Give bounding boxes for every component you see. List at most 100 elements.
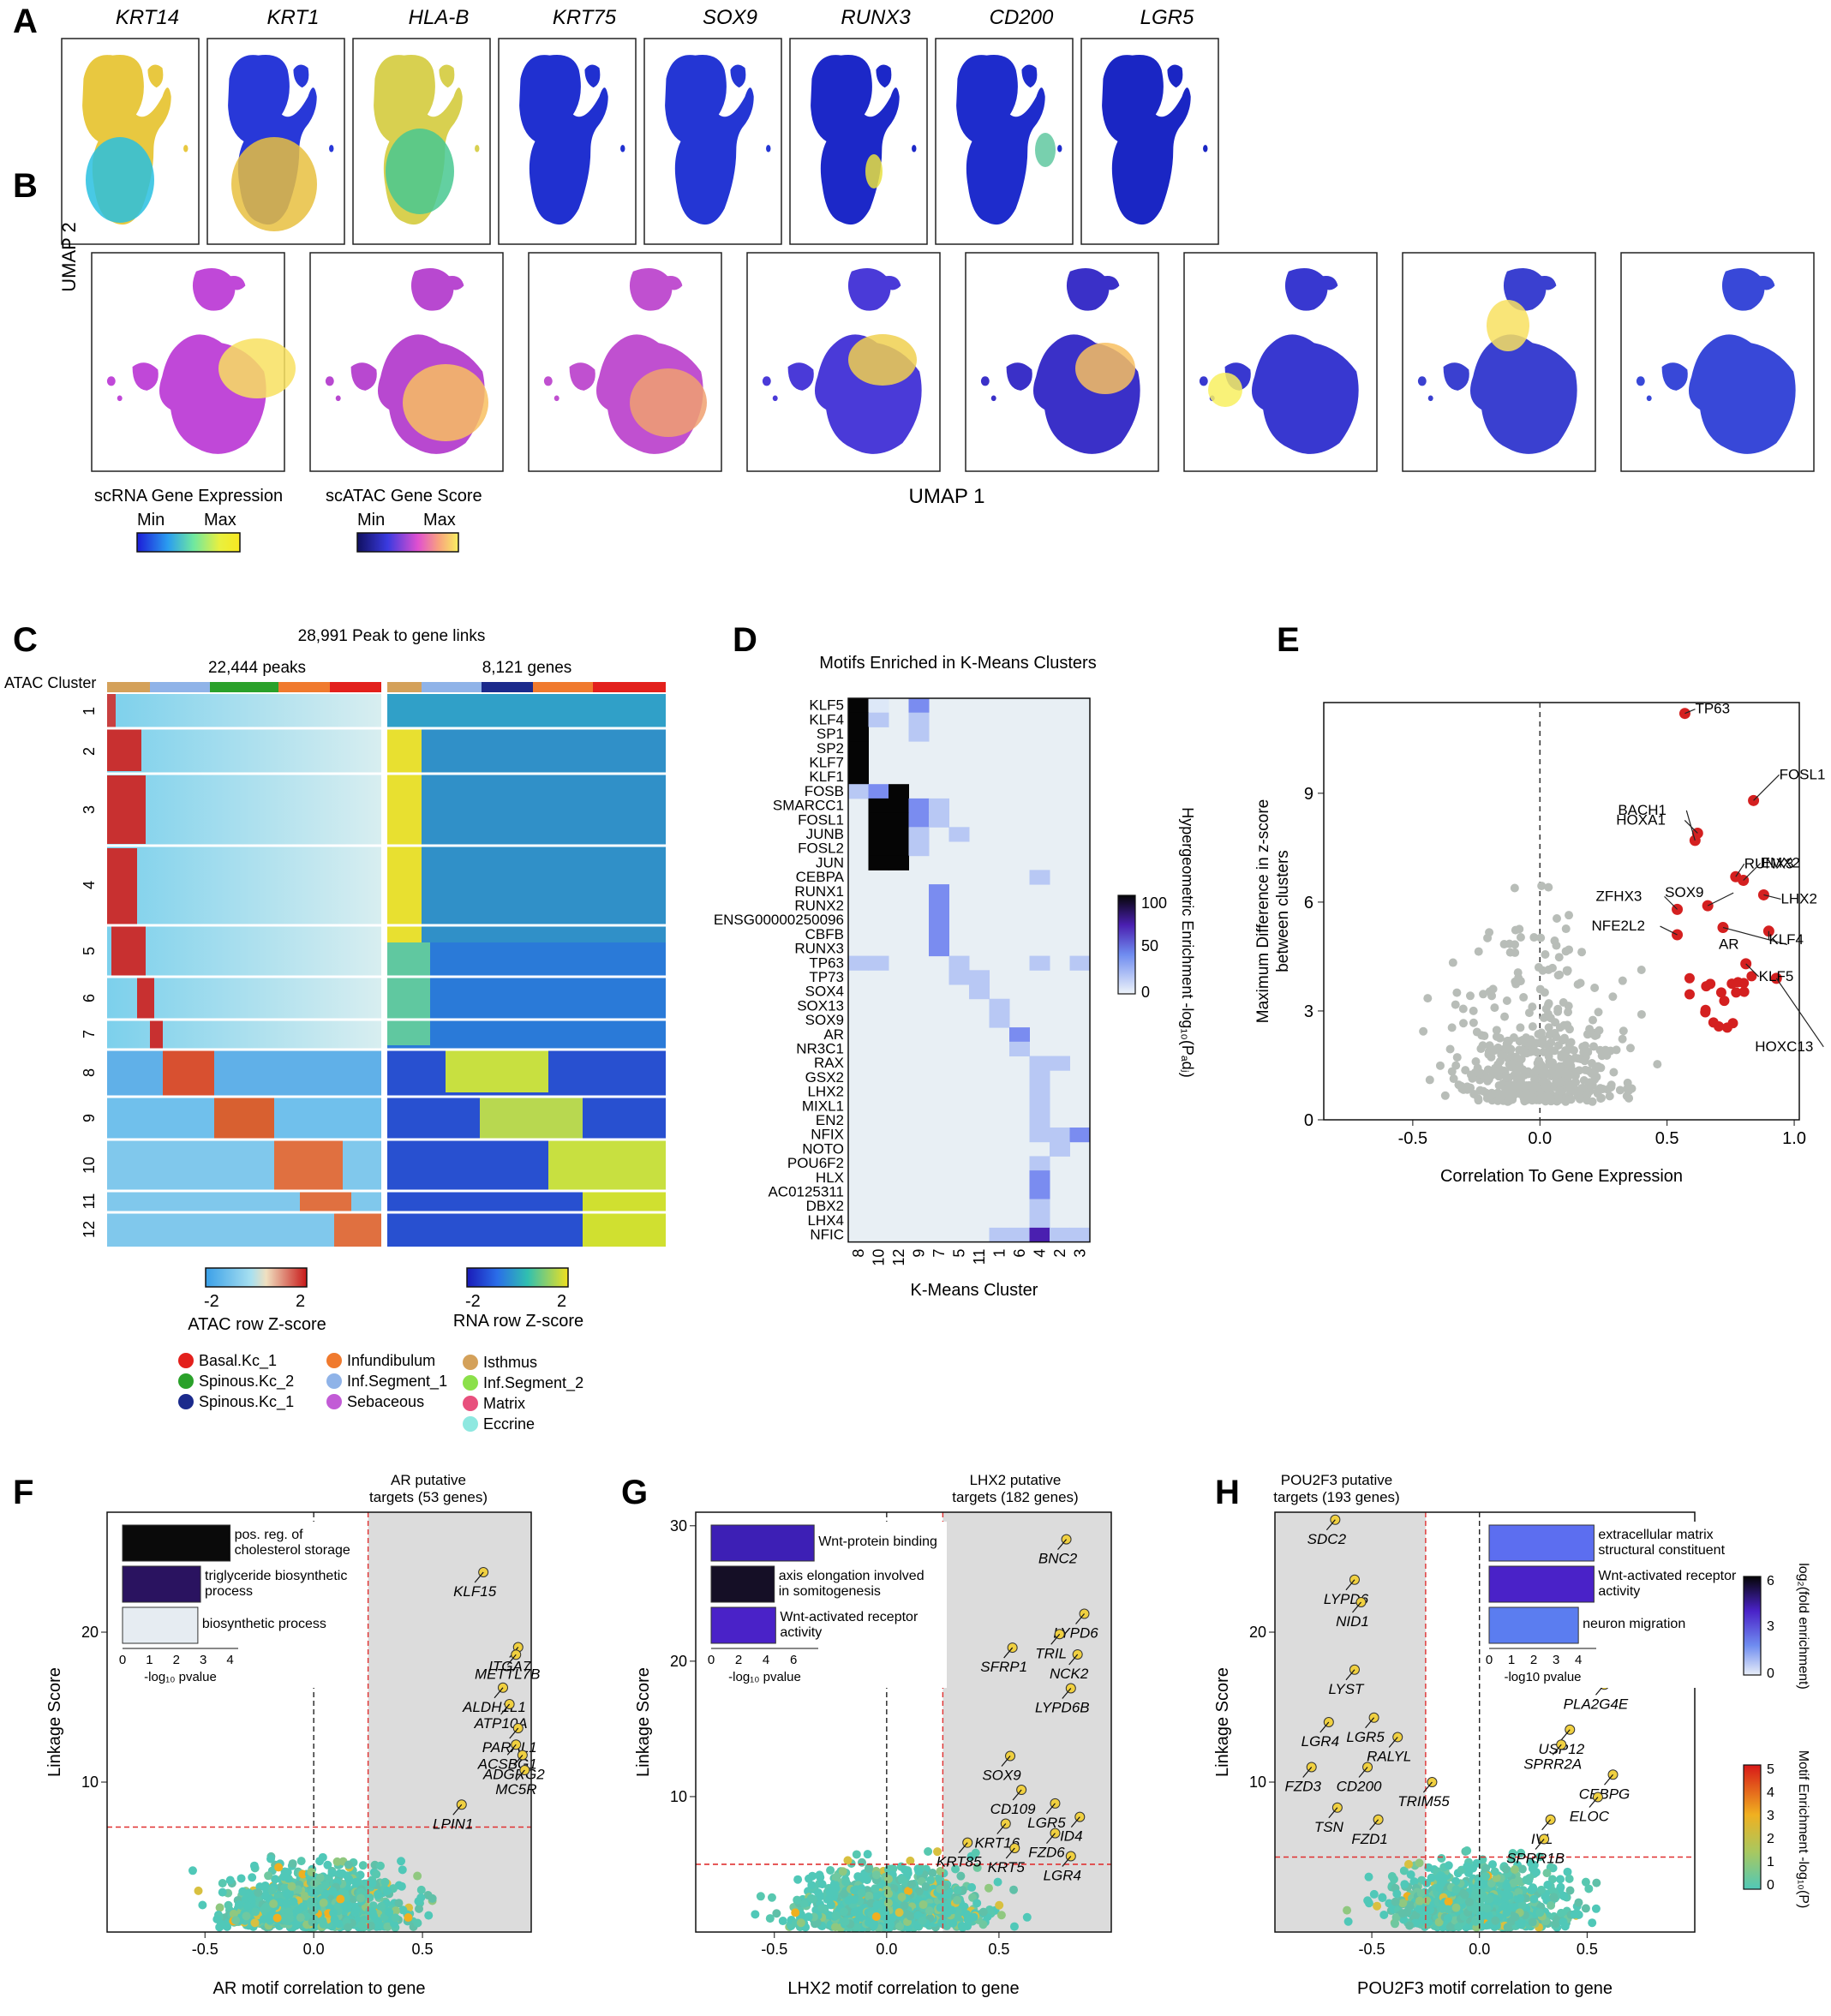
gene-point xyxy=(260,1881,270,1890)
heatmap-cell xyxy=(889,827,909,842)
plot-title: LHX2 putative xyxy=(970,1472,1062,1488)
motif-point-hi xyxy=(1727,1018,1738,1029)
gene-point xyxy=(1445,1923,1455,1932)
go-axis-tick: 2 xyxy=(173,1653,180,1667)
heatmap-cell xyxy=(868,812,889,828)
label-leader xyxy=(1775,978,1824,1048)
motif-point xyxy=(1502,996,1511,1006)
umap-y-label: UMAP 2 xyxy=(58,222,80,292)
label-leader xyxy=(1552,1744,1562,1756)
panel-d-title: Motifs Enriched in K-Means Clusters xyxy=(819,654,1096,673)
gene-point xyxy=(1444,1861,1453,1870)
x-tick-label: 0.0 xyxy=(1528,1129,1552,1148)
motif-label: SMARCC1 xyxy=(773,798,844,814)
motif-label: KLF5 xyxy=(1759,968,1794,984)
umap-a-5: SOX9 xyxy=(643,6,782,245)
motif-point xyxy=(1468,1074,1477,1083)
motif-point xyxy=(1457,1081,1466,1091)
gene-point xyxy=(380,1877,390,1887)
x-tick-label: 0.5 xyxy=(988,1941,1009,1958)
gene-point xyxy=(1426,1905,1435,1915)
kmeans-cluster-labels: 8 10 12 9 7 5 11 1 6 4 2 3 xyxy=(850,1249,1089,1266)
gene-point xyxy=(1542,1869,1552,1878)
umap-b-7 xyxy=(1402,252,1596,472)
gene-point xyxy=(903,1866,913,1875)
heatmap-cell xyxy=(1050,1141,1070,1157)
gene-point xyxy=(807,1881,817,1890)
go-term-label: Wnt-activated receptor xyxy=(780,1610,918,1624)
heatmap-cell xyxy=(908,841,930,857)
label-leader xyxy=(1352,1601,1361,1613)
gene-label: NCK2 xyxy=(1050,1666,1089,1682)
gene-point xyxy=(374,1921,384,1930)
gene-point xyxy=(1535,1852,1545,1862)
gene-point xyxy=(935,1874,944,1883)
gene-point xyxy=(1517,1900,1527,1910)
y-tick-label: 10 xyxy=(81,1774,99,1791)
go-term-label: extracellular matrix xyxy=(1598,1528,1713,1542)
gene-point xyxy=(428,1893,437,1903)
gene-label: FZD6 xyxy=(1028,1845,1065,1861)
umap-x-label: UMAP 1 xyxy=(909,485,985,508)
motif-point xyxy=(1452,988,1462,997)
label-leader xyxy=(1319,1721,1330,1733)
atac-z-max: 2 xyxy=(296,1292,305,1311)
panel-d-xlabel: K-Means Cluster xyxy=(911,1281,1038,1300)
gene-point xyxy=(344,1874,354,1883)
heatmap-cell xyxy=(1029,870,1050,885)
heatmap-cell xyxy=(1009,1027,1030,1043)
label-leader xyxy=(1685,810,1696,841)
cluster-label: 8 xyxy=(81,1068,98,1077)
motif-label: NOTO xyxy=(802,1140,844,1157)
motif-label: KLF4 xyxy=(1768,931,1804,948)
gene-label: LGR4 xyxy=(1044,1867,1081,1883)
gene-point xyxy=(374,1889,383,1899)
gene-point xyxy=(850,1895,859,1905)
panel-g-scatter: BNC2LYPD6TRILNCK2SFRP1LYPD6BSOX9CD109LGR… xyxy=(634,1472,1112,1998)
panel-b-highlights xyxy=(218,300,1529,441)
motif-label: JUNB xyxy=(806,826,844,842)
label-leader xyxy=(1075,1613,1086,1624)
gene-point xyxy=(1549,1893,1559,1902)
go-axis-label: -log10 pvalue xyxy=(1504,1670,1581,1684)
motif-label: HLX xyxy=(816,1170,844,1186)
motif-label: KLF1 xyxy=(809,769,844,785)
umap-a-6: RUNX3 xyxy=(789,6,928,245)
motif-point xyxy=(1535,984,1545,994)
x-axis-title: AR motif correlation to gene xyxy=(213,1979,426,1998)
motif-point xyxy=(1554,953,1564,962)
gene-point xyxy=(360,1915,369,1924)
heatmap-cell xyxy=(929,884,949,900)
panel-letter-f: F xyxy=(13,1474,33,1511)
motif-point xyxy=(1550,1028,1559,1038)
gene-point xyxy=(367,1922,376,1931)
motif-label: RUNX1 xyxy=(794,883,844,900)
gene-point xyxy=(972,1899,982,1908)
plot-title-2: targets (193 genes) xyxy=(1273,1489,1399,1505)
motif-point xyxy=(1539,1093,1548,1103)
gene-label: TRIL xyxy=(1035,1645,1067,1661)
cluster-tick: 6 xyxy=(1011,1249,1028,1258)
motif-point xyxy=(1547,1046,1556,1056)
target-region xyxy=(942,1512,1111,1932)
gene-point xyxy=(1378,1893,1387,1902)
label-leader xyxy=(1589,1797,1599,1808)
gene-point xyxy=(1471,1917,1481,1926)
gene-point xyxy=(1463,1846,1472,1856)
gene-point xyxy=(1511,1912,1520,1922)
motif-point xyxy=(1562,1068,1571,1078)
heatmap-cell xyxy=(848,769,869,785)
motif-label: SOX9 xyxy=(805,1012,844,1028)
heatmap-cell xyxy=(889,798,909,814)
gene-point xyxy=(993,1877,1002,1887)
x-tick-label: -0.5 xyxy=(192,1941,218,1958)
motif-point xyxy=(1555,1062,1565,1071)
motif-point xyxy=(1569,1070,1578,1080)
x-tick-label: 0.5 xyxy=(412,1941,434,1958)
motif-point xyxy=(1458,1004,1468,1014)
motif-label: EMX2 xyxy=(1761,855,1800,871)
gene-point xyxy=(238,1887,248,1896)
gene-point xyxy=(368,1879,377,1888)
colorbar-tick: 0 xyxy=(1767,1666,1774,1681)
motif-label: RUNX2 xyxy=(794,898,844,914)
